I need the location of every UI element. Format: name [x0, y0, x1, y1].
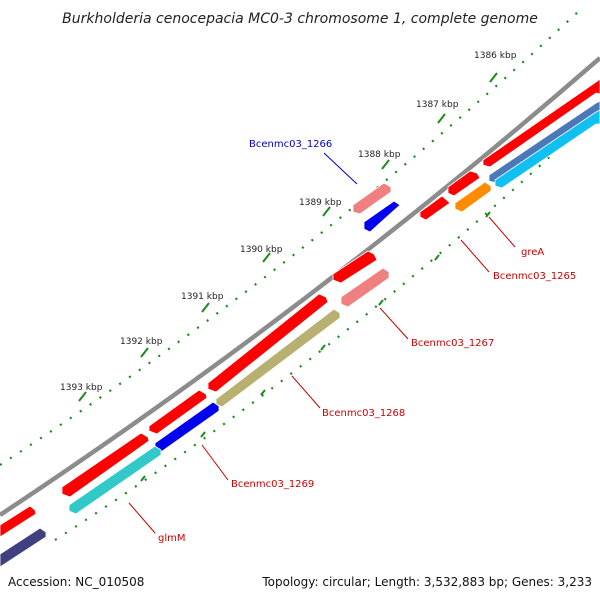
- gene-label-bcenmc03-1268[interactable]: Bcenmc03_1268: [322, 408, 405, 419]
- gene-arrow-reverse-blue-1: [363, 200, 401, 233]
- tick-label-1390: 1390 kbp: [240, 245, 283, 255]
- chromosome-backbone: [0, 56, 600, 517]
- gene-arrow-bcenmc03-1267: [332, 250, 378, 284]
- tick-label-1386: 1386 kbp: [474, 51, 517, 61]
- gene-arrow-reverse-orange: [454, 181, 492, 213]
- tick-label-1393: 1393 kbp: [60, 383, 103, 393]
- genome-summary-text: Topology: circular; Length: 3,532,883 bp…: [261, 575, 592, 589]
- map-title: Burkholderia cenocepacia MC0-3 chromosom…: [62, 11, 538, 27]
- tick-label-1387: 1387 kbp: [416, 100, 459, 110]
- tick-label-1391: 1391 kbp: [181, 292, 224, 302]
- inner-ruler-ticks: [140, 211, 491, 482]
- gene-label-glmm[interactable]: glmM: [158, 533, 186, 544]
- gene-arrow-forward-left-edge: [0, 505, 37, 538]
- gene-arrow-glmm: [61, 432, 150, 498]
- gene-arrow-bcenmc03-1265: [419, 195, 451, 221]
- gene-label-bcenmc03-1267[interactable]: Bcenmc03_1267: [411, 338, 494, 349]
- gene-arrow-forward-far-right: [482, 78, 600, 168]
- gene-label-bcenmc03-1265[interactable]: Bcenmc03_1265: [493, 271, 576, 282]
- gene-label-bcenmc03-1269[interactable]: Bcenmc03_1269: [231, 479, 314, 490]
- gene-arrow-reverse-pink: [340, 267, 390, 308]
- outer-ruler-major-ticks: [78, 72, 498, 402]
- gene-arrow-reverse-steel: [488, 100, 600, 184]
- gene-arrow-reverse-cyan: [68, 445, 162, 515]
- tick-label-1389: 1389 kbp: [299, 198, 342, 208]
- gene-arrow-bcenmc03-1266: [352, 182, 392, 215]
- gene-arrow-forward-glmm-region: [148, 389, 208, 435]
- gene-arrow-forward-mid: [207, 293, 329, 393]
- accession-text: Accession: NC_010508: [8, 575, 144, 589]
- tick-label-1392: 1392 kbp: [120, 337, 163, 347]
- gene-label-grea[interactable]: greA: [521, 247, 544, 258]
- gene-arrow-bcenmc03-1268: [215, 308, 341, 408]
- gene-label-leaders: [128, 152, 516, 534]
- tick-label-1388: 1388 kbp: [358, 150, 401, 160]
- gene-arrow-reverse-sky: [494, 109, 600, 189]
- gene-arrow-grea: [447, 170, 481, 197]
- gene-arrow-reverse-navy: [0, 527, 47, 568]
- gene-label-bcenmc03-1266[interactable]: Bcenmc03_1266: [249, 139, 332, 150]
